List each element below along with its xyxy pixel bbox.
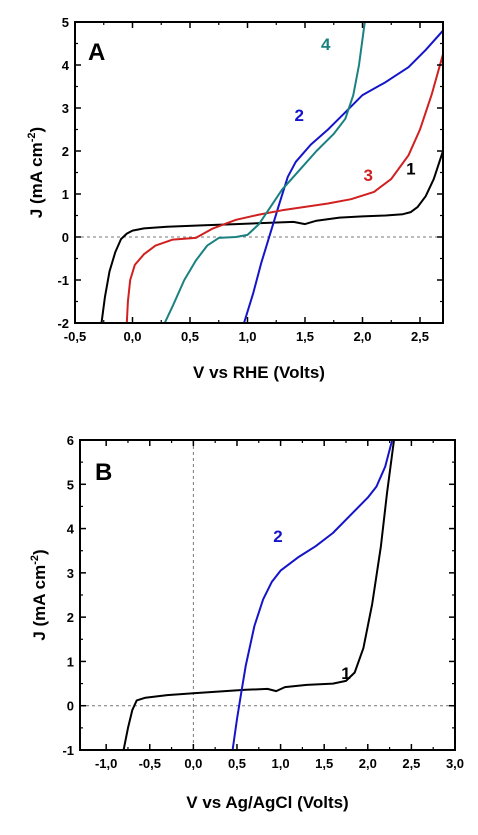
y-tick-label: 0 xyxy=(67,699,74,714)
curve-label-4: 4 xyxy=(321,35,331,54)
y-tick-label: 4 xyxy=(62,58,70,73)
y-axis-title: J (mA cm-2) xyxy=(26,127,46,218)
y-tick-label: 3 xyxy=(62,101,69,116)
y-axis-title-superscript: -2 xyxy=(26,132,38,142)
curve-label-1: 1 xyxy=(341,664,350,683)
y-tick-label: 4 xyxy=(67,522,75,537)
y-tick-label: 1 xyxy=(62,187,69,202)
y-axis-title-close: ) xyxy=(30,549,49,555)
y-tick-label: 5 xyxy=(62,15,69,30)
panel-label: A xyxy=(88,39,105,66)
y-tick-label: 0 xyxy=(62,230,69,245)
curve-1 xyxy=(122,440,395,750)
y-tick-label: 2 xyxy=(67,610,74,625)
y-tick-label: -2 xyxy=(57,316,69,331)
x-tick-label: 2,0 xyxy=(359,756,377,771)
y-tick-label: 6 xyxy=(67,433,74,448)
curve-label-2: 2 xyxy=(273,527,282,546)
y-tick-label: 1 xyxy=(67,654,74,669)
x-tick-label: 3,0 xyxy=(446,756,464,771)
x-tick-label: -1,0 xyxy=(95,756,117,771)
x-tick-label: 1,5 xyxy=(296,329,314,344)
x-tick-label: 1,0 xyxy=(238,329,256,344)
y-tick-label: -1 xyxy=(62,743,74,758)
curve-label-1: 1 xyxy=(406,160,415,179)
x-tick-label: -0,5 xyxy=(139,756,161,771)
y-tick-label: 5 xyxy=(67,477,74,492)
x-axis-title: V vs Ag/AgCl (Volts) xyxy=(186,793,348,812)
y-axis-title-superscript: -2 xyxy=(29,555,41,565)
y-tick-label: 2 xyxy=(62,144,69,159)
y-tick-label: -1 xyxy=(57,273,69,288)
y-axis-title-main: J (mA cm xyxy=(27,142,46,218)
curve-2 xyxy=(231,440,394,750)
x-tick-label: -0,5 xyxy=(64,329,86,344)
curve-3 xyxy=(125,54,443,323)
x-tick-label: 1,5 xyxy=(315,756,333,771)
y-axis-title-close: ) xyxy=(27,127,46,133)
curve-label-3: 3 xyxy=(364,166,373,185)
x-tick-label: 0,0 xyxy=(184,756,202,771)
x-tick-label: 0,5 xyxy=(181,329,199,344)
y-tick-label: 3 xyxy=(67,566,74,581)
curve-4 xyxy=(163,22,366,323)
curve-label-2: 2 xyxy=(295,106,304,125)
curve-1 xyxy=(100,150,443,323)
x-tick-label: 1,0 xyxy=(272,756,290,771)
y-axis-title: J (mA cm-2) xyxy=(29,549,49,640)
y-axis-title-main: J (mA cm xyxy=(30,565,49,641)
x-tick-label: 0,0 xyxy=(123,329,141,344)
curve-2 xyxy=(243,29,443,323)
x-tick-label: 2,5 xyxy=(402,756,420,771)
panel-label: B xyxy=(95,459,112,486)
chart-panel-a: 1 2 3 4 -0,5 0,0 0,5 1,0 1,5 2,0 2,5 -2 -1 0 1 2 3 4 5 V vs… xyxy=(26,15,444,382)
x-tick-label: 0,5 xyxy=(228,756,246,771)
x-axis-title: V vs RHE (Volts) xyxy=(193,363,325,382)
x-tick-label: 2,0 xyxy=(353,329,371,344)
chart-panel-b: 1 2 -1,0 -0,5 0,0 0,5 1,0 1,5 2,0 2,5 3,0 -1 0 1 2 3 4 5 6… xyxy=(29,433,464,812)
x-tick-label: 2,5 xyxy=(411,329,429,344)
